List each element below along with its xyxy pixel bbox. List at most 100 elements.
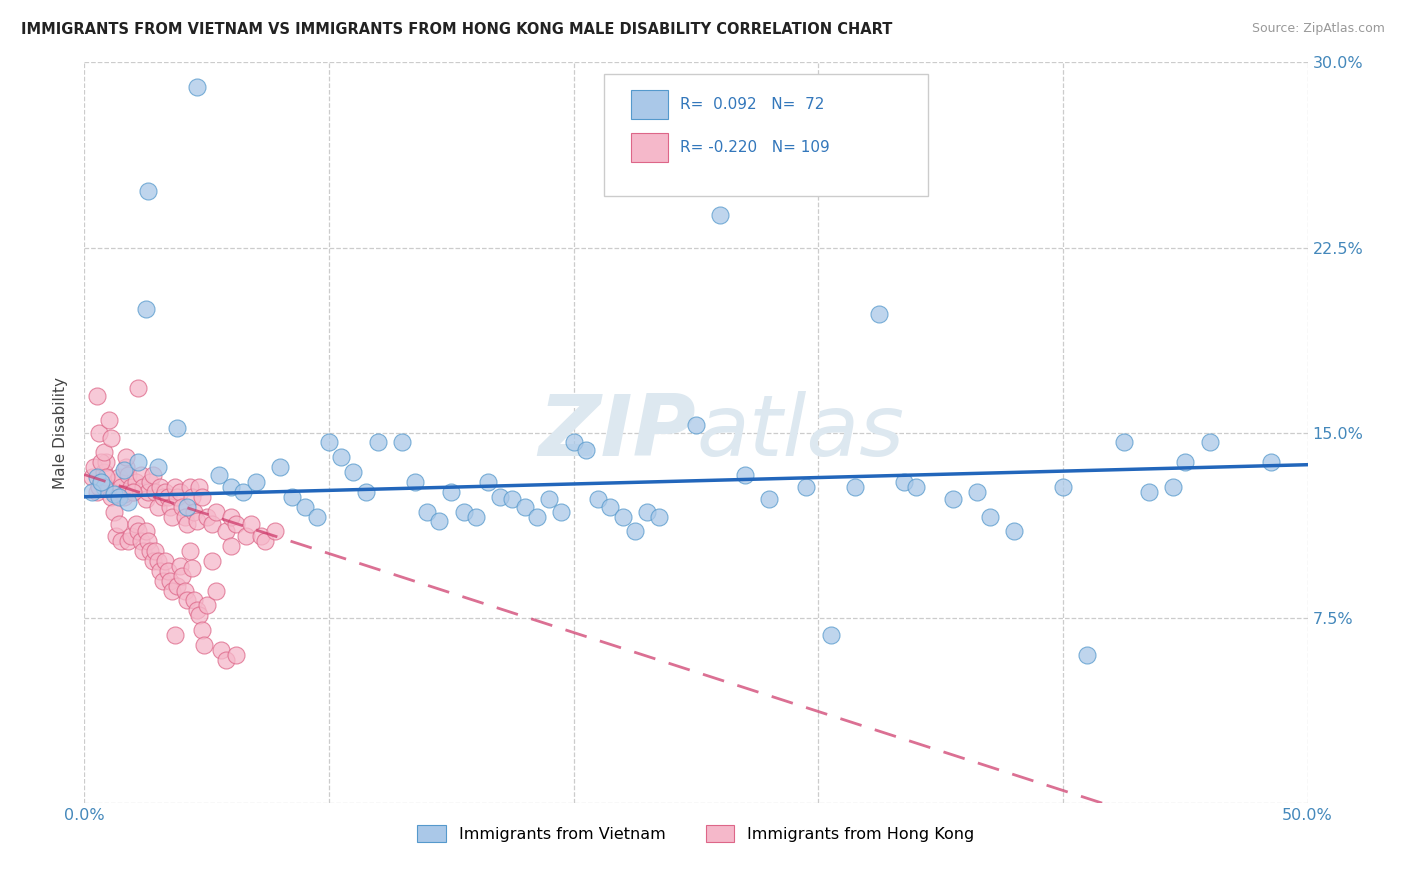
Bar	[631, 133, 668, 162]
Point	[107, 490, 129, 504]
Point	[245, 475, 267, 489]
Point	[1114, 435, 1136, 450]
Point	[205, 505, 228, 519]
Point	[391, 435, 413, 450]
Point	[200, 554, 222, 568]
Point	[477, 475, 499, 489]
Point	[153, 554, 176, 568]
Point	[166, 420, 188, 434]
Point	[173, 583, 195, 598]
Point	[107, 516, 129, 531]
Point	[186, 603, 208, 617]
Point	[181, 561, 204, 575]
Point	[139, 475, 162, 489]
Point	[575, 442, 598, 457]
Point	[117, 467, 139, 482]
Point	[188, 608, 211, 623]
Point	[127, 455, 149, 469]
Point	[281, 490, 304, 504]
Point	[685, 418, 707, 433]
Point	[127, 381, 149, 395]
Point	[93, 445, 115, 459]
Point	[132, 480, 155, 494]
Point	[86, 470, 108, 484]
Point	[93, 465, 115, 479]
Point	[427, 515, 450, 529]
Point	[117, 494, 139, 508]
Point	[110, 534, 132, 549]
Point	[513, 500, 536, 514]
Point	[264, 524, 287, 539]
Point	[143, 484, 166, 499]
Point	[153, 484, 176, 499]
Point	[86, 484, 108, 499]
Point	[215, 653, 238, 667]
Point	[80, 484, 103, 499]
Point	[100, 431, 122, 445]
Point	[103, 505, 125, 519]
Point	[115, 460, 138, 475]
Text: IMMIGRANTS FROM VIETNAM VS IMMIGRANTS FROM HONG KONG MALE DISABILITY CORRELATION: IMMIGRANTS FROM VIETNAM VS IMMIGRANTS FR…	[21, 22, 893, 37]
Point	[125, 516, 148, 531]
Point	[162, 583, 184, 598]
Point	[173, 509, 195, 524]
Point	[105, 529, 128, 543]
Point	[367, 435, 389, 450]
Point	[550, 505, 572, 519]
Point	[166, 579, 188, 593]
Point	[232, 484, 254, 499]
Point	[179, 480, 201, 494]
Point	[209, 642, 232, 657]
Point	[254, 534, 277, 549]
Point	[191, 623, 214, 637]
Point	[163, 480, 186, 494]
Point	[893, 475, 915, 489]
Point	[219, 480, 242, 494]
Point	[135, 302, 157, 317]
Point	[122, 484, 145, 499]
Point	[105, 475, 128, 489]
Point	[136, 184, 159, 198]
Point	[200, 516, 222, 531]
Text: ZIP: ZIP	[538, 391, 696, 475]
Point	[562, 435, 585, 450]
Point	[132, 544, 155, 558]
Point	[979, 509, 1001, 524]
Point	[80, 470, 103, 484]
Point	[758, 492, 780, 507]
Point	[110, 480, 132, 494]
Point	[143, 544, 166, 558]
Point	[96, 455, 118, 469]
Point	[90, 475, 112, 489]
Point	[107, 470, 129, 484]
Point	[172, 500, 194, 514]
Point	[905, 480, 928, 494]
Point	[156, 564, 179, 578]
Point	[416, 505, 439, 519]
Point	[1260, 455, 1282, 469]
Point	[538, 492, 561, 507]
Point	[100, 490, 122, 504]
Point	[820, 628, 842, 642]
Point	[87, 425, 110, 440]
Point	[162, 509, 184, 524]
Point	[172, 568, 194, 582]
Point	[440, 484, 463, 499]
Point	[1161, 480, 1184, 494]
Point	[1076, 648, 1098, 662]
Point	[122, 484, 145, 499]
Point	[404, 475, 426, 489]
Point	[146, 460, 169, 475]
Point	[239, 516, 262, 531]
Point	[159, 574, 181, 588]
Point	[83, 460, 105, 475]
Point	[186, 80, 208, 95]
Point	[96, 470, 118, 484]
Point	[166, 490, 188, 504]
Point	[305, 509, 328, 524]
Text: R=  0.092   N=  72: R= 0.092 N= 72	[681, 97, 824, 112]
Point	[269, 460, 291, 475]
Point	[1174, 455, 1197, 469]
Point	[176, 593, 198, 607]
Point	[179, 544, 201, 558]
